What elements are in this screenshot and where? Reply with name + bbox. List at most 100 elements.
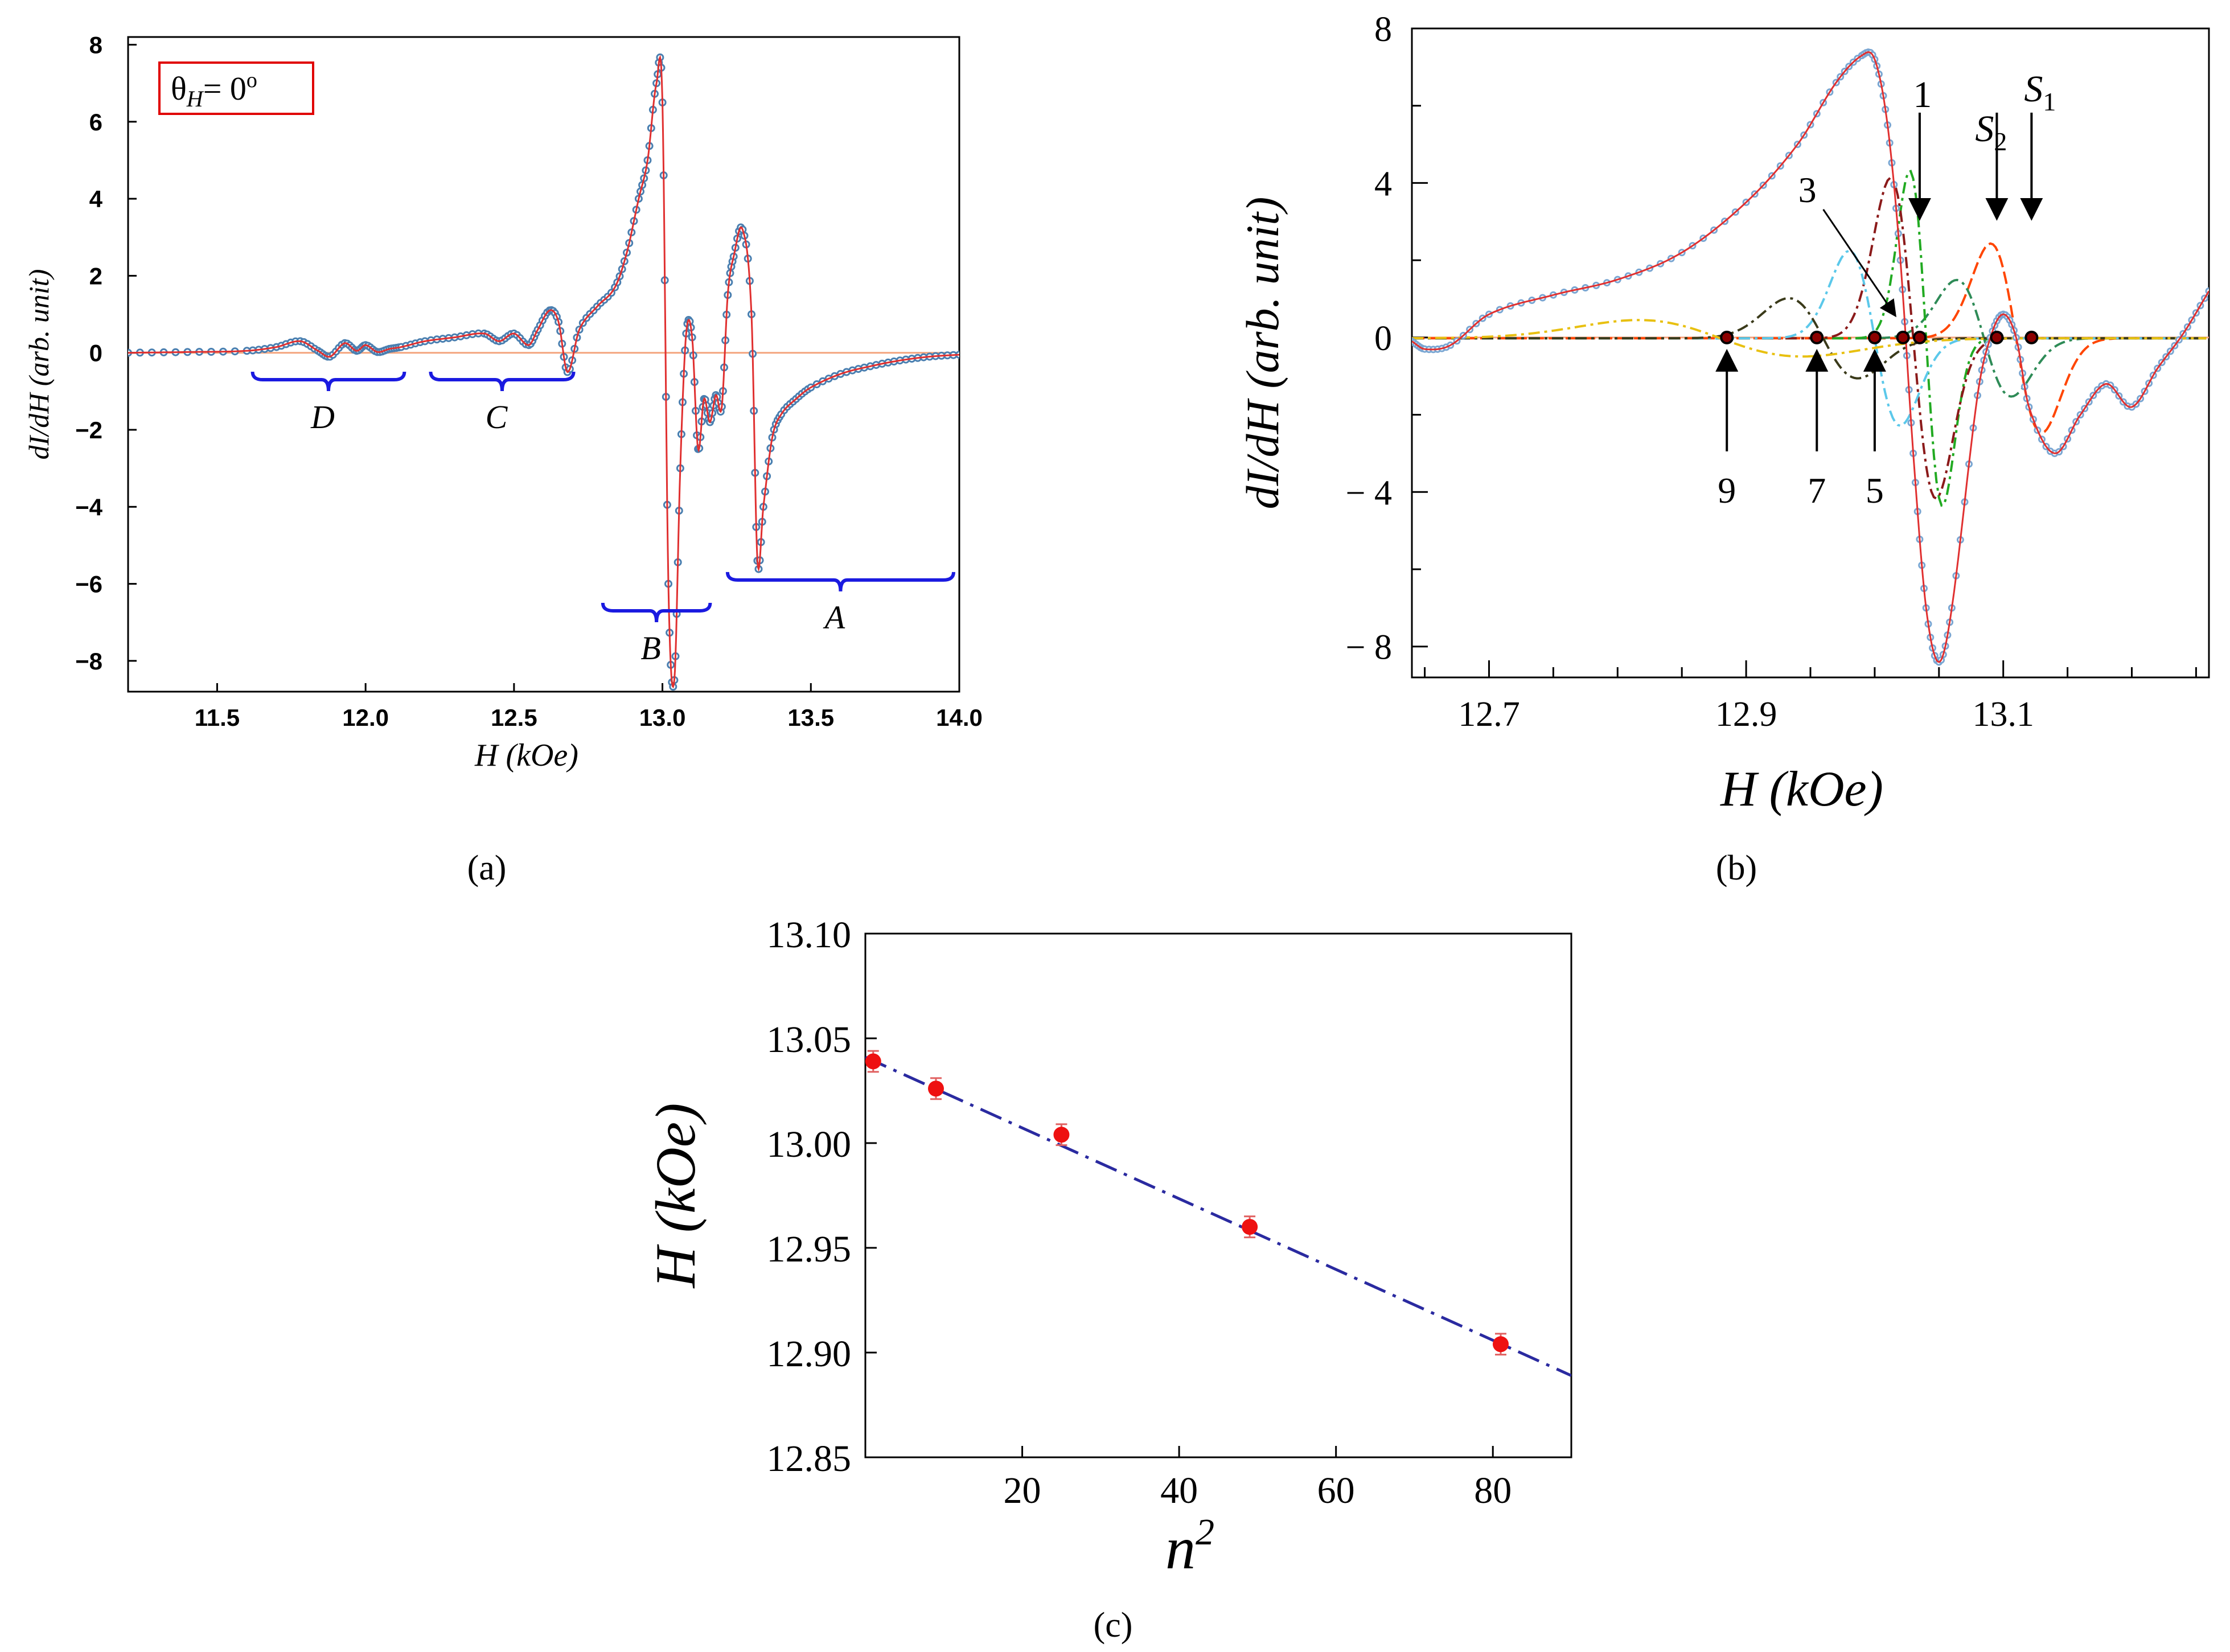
b-ytick-label: 4 (1374, 165, 1392, 203)
a-ytick-label: −4 (75, 494, 103, 520)
panel-c-frame (864, 932, 1572, 1458)
a-ytick-label: −8 (75, 648, 102, 675)
a-ytick-label: −6 (75, 571, 102, 598)
panel-a-data-markers (128, 53, 959, 691)
c-xtick-label: 20 (1004, 1470, 1041, 1511)
c-ytick-label: 12.95 (767, 1228, 852, 1270)
b-marked-point (1867, 330, 1882, 344)
panel-c-x-ticks: 20 40 60 80 (1004, 1446, 1512, 1511)
panel-a-braces: D C B A (250, 371, 955, 667)
a-xtick-label: 12.5 (491, 704, 537, 731)
c-ytick-label: 12.90 (767, 1333, 852, 1375)
c-data-point (928, 1080, 944, 1097)
b-marked-point (1990, 330, 2004, 344)
b-xtick-label: 13.1 (1972, 695, 2034, 734)
panel-c-y-ticks: 13.10 13.05 13.00 12.95 12.90 12.85 (767, 914, 877, 1480)
b-xtick-label: 12.7 (1458, 695, 1520, 734)
b-ytick-label: − 8 (1346, 628, 1392, 667)
panel-a: 11.5 12.0 12.5 13.0 13.5 14.0 8 6 4 2 0 −2 −4 −6 −8 D… (23, 32, 983, 887)
panel-c: 20 40 60 80 13.1013.0513.0012.9512.9012.85 … (644, 914, 1572, 1645)
c-ytick-label: 13.00 (767, 1124, 852, 1165)
panel-a-spectrum-line (128, 55, 959, 689)
panel-b-components (1412, 170, 2207, 507)
a-brace-A (725, 572, 955, 591)
angle-legend-box (158, 61, 314, 115)
b-component-7 (1412, 297, 2207, 380)
b-arrow-label-7: 7 (1808, 470, 1826, 511)
c-data-point (1493, 1336, 1509, 1353)
c-ytick-label: 13.05 (767, 1019, 852, 1061)
b-arrow-label-5: 5 (1866, 470, 1884, 511)
b-marked-point (1912, 330, 1927, 344)
c-data-point (1053, 1127, 1070, 1143)
a-xtick-label: 13.0 (639, 704, 686, 731)
a-ytick-label: 4 (89, 186, 103, 212)
a-xtick-label: 11.5 (195, 704, 240, 731)
c-xtick-label: 80 (1474, 1470, 1512, 1511)
panel-b-y-ticks: 8 4 0 − 4 − 8 (1346, 10, 1428, 667)
a-xtick-label: 12.0 (342, 704, 389, 731)
b-arrow-label-3: 3 (1798, 170, 1817, 210)
panel-b-caption: (b) (1716, 849, 1757, 887)
panel-c-fit-line (865, 1055, 1571, 1377)
c-data-point (865, 1053, 881, 1070)
c-xtick-label: 40 (1160, 1470, 1198, 1511)
a-ytick-label: 2 (89, 262, 102, 289)
a-ytick-label: 0 (89, 340, 102, 367)
a-brace-C (429, 371, 576, 392)
a-region-label-D: D (310, 398, 335, 435)
a-region-label-B: B (640, 630, 660, 667)
panel-b-xlabel: H (kOe) (1720, 762, 1883, 817)
a-xtick-label: 14.0 (936, 704, 983, 731)
panel-a-ylabel: dI/dH (arb. unit) (23, 269, 55, 460)
b-marked-point (1720, 330, 1734, 344)
panel-a-xlabel: H (kOe) (474, 738, 578, 773)
b-marked-point (2024, 330, 2039, 344)
angle-subscript: H (186, 86, 204, 112)
b-marked-point (1810, 330, 1824, 344)
b-ytick-label: 0 (1374, 319, 1392, 358)
angle-symbol: θ (171, 70, 187, 107)
panel-c-xlabel: n2 (1165, 1511, 1214, 1581)
panel-a-x-ticks: 11.5 12.0 12.5 13.0 13.5 14.0 (195, 683, 983, 731)
a-xtick-label: 13.5 (787, 704, 834, 731)
b-ytick-label: 8 (1374, 10, 1392, 49)
panel-b-marked-points (1720, 330, 2039, 344)
panel-b-experimental-line (1412, 51, 2209, 663)
b-ytick-label: − 4 (1346, 474, 1392, 512)
b-arrow-label-9: 9 (1718, 470, 1736, 511)
a-brace-D (250, 371, 406, 392)
panel-b: 12.7 12.9 13.1 8 4 0 − 4 − 8 1 3 57 9 S2 S1 dI/dH (… (1237, 10, 2210, 887)
angle-legend: θH= 0o (171, 68, 257, 112)
panel-c-xlabel-base: n (1165, 1515, 1196, 1581)
b-marked-point (1896, 330, 1910, 344)
panel-c-ylabel: H (kOe) (644, 1103, 707, 1289)
panel-b-ylabel: dI/dH (arb. unit) (1237, 197, 1288, 509)
b-arrow-label-S2: S2 (1975, 108, 2007, 156)
c-ytick-label: 13.10 (767, 914, 852, 956)
a-region-label-A: A (823, 599, 845, 636)
angle-unit: o (247, 68, 257, 92)
panel-c-points (865, 1050, 1509, 1356)
a-ytick-label: −2 (75, 417, 102, 443)
panel-a-caption: (a) (467, 849, 507, 887)
a-brace-B (601, 602, 712, 623)
panel-b-arrows: 1 3 57 9 S2 S1 (1715, 68, 2056, 511)
panel-a-frame (127, 36, 960, 693)
c-data-point (1242, 1219, 1258, 1235)
panel-b-x-ticks: 12.7 12.9 13.1 (1424, 660, 2197, 734)
b-xtick-label: 12.9 (1715, 695, 1777, 734)
c-xtick-label: 60 (1317, 1470, 1355, 1511)
a-region-label-C: C (486, 398, 508, 435)
b-arrow-label-S1: S1 (2024, 68, 2056, 116)
b-arrow-3 (1822, 209, 1896, 318)
panel-c-xlabel-exp: 2 (1196, 1511, 1214, 1553)
c-ytick-label: 12.85 (767, 1438, 852, 1480)
angle-value: = 0 (203, 70, 247, 107)
a-ytick-label: 8 (89, 32, 102, 59)
panel-c-caption: (c) (1094, 1606, 1133, 1645)
panel-a-y-ticks: 8 6 4 2 0 −2 −4 −6 −8 (75, 32, 137, 675)
a-ytick-label: 6 (89, 109, 102, 135)
b-arrow-label-1: 1 (1913, 74, 1932, 116)
